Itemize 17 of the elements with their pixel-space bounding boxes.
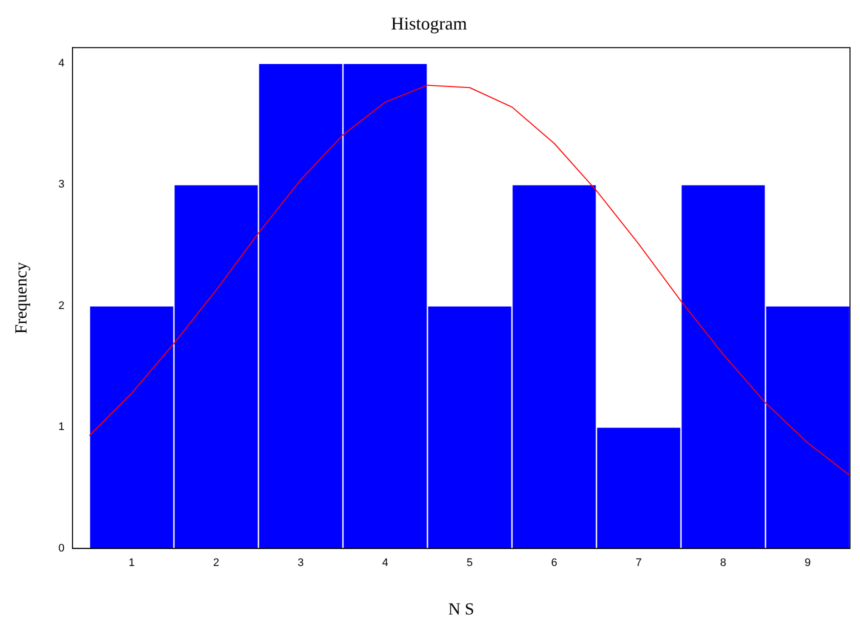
x-tick-label: 5 — [466, 557, 473, 570]
x-tick-label: 7 — [636, 557, 642, 570]
x-tick-label: 3 — [298, 557, 304, 570]
x-tick-label: 4 — [382, 557, 388, 570]
x-tick-label: 6 — [551, 557, 558, 570]
y-tick-label: 4 — [58, 57, 65, 70]
x-tick-label: 1 — [128, 557, 135, 570]
y-tick-label: 1 — [58, 421, 65, 434]
y-tick-label: 2 — [58, 300, 65, 312]
y-tick-label: 3 — [58, 178, 65, 191]
x-axis-title: N S — [448, 599, 474, 618]
x-tick-label: 2 — [213, 557, 220, 570]
x-tick-label: 8 — [720, 557, 726, 570]
y-tick-label: 0 — [58, 542, 65, 554]
y-axis-title: Frequency — [12, 262, 31, 334]
x-tick-label: 9 — [804, 557, 811, 570]
chart-title: Histogram — [391, 14, 467, 34]
